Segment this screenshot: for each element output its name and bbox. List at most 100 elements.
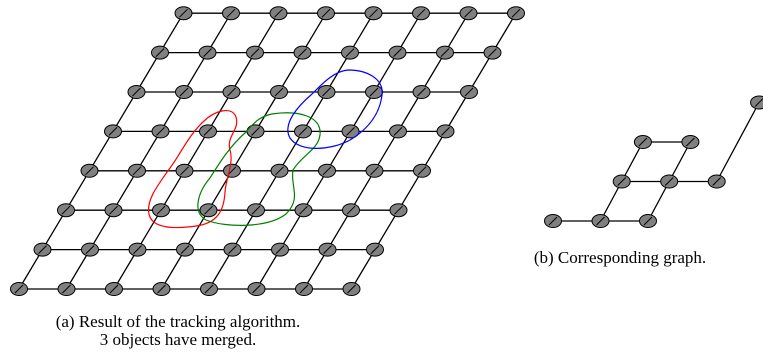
grid-node-tick	[203, 127, 213, 136]
grid-node-tick	[323, 245, 332, 254]
grid-node-tick	[252, 284, 261, 294]
grid-node-tick	[488, 48, 497, 57]
grid-node-tick	[180, 166, 189, 176]
grid-node-tick	[322, 87, 331, 97]
grid-edge	[206, 12, 232, 53]
grid-node-tick	[394, 205, 403, 215]
grid-node-tick	[369, 87, 379, 97]
grid-edge	[136, 209, 162, 250]
grid-node-tick	[511, 8, 521, 18]
grid-node-tick	[464, 8, 473, 18]
grid-edge	[397, 170, 423, 211]
graph-node-tick	[596, 216, 605, 226]
grid-edge	[349, 12, 375, 53]
grid-node-tick	[133, 245, 142, 254]
grid-node-tick	[226, 8, 236, 18]
grid-node-tick	[61, 205, 71, 215]
grid-edge	[41, 209, 67, 250]
grid-edge	[230, 52, 256, 93]
grid-edge	[444, 12, 470, 53]
grid-node-tick	[85, 245, 95, 254]
captions: (a) Result of the tracking algorithm. 3 …	[56, 248, 706, 349]
grid-node-tick	[345, 48, 355, 57]
grid-edge	[421, 131, 447, 172]
grid-node-tick	[251, 127, 260, 136]
grid-edge	[88, 131, 114, 172]
grid-nodes	[10, 6, 525, 296]
grid-node-tick	[155, 48, 165, 57]
graph-edge	[716, 102, 760, 182]
grid-edge	[65, 170, 91, 211]
grid-node-tick	[370, 245, 380, 254]
grid-node-tick	[369, 8, 378, 18]
grid-node-tick	[228, 245, 237, 254]
grid-node-tick	[157, 284, 166, 294]
grid-node-tick	[346, 127, 355, 136]
caption-a-line1: (a) Result of the tracking algorithm.	[56, 312, 301, 331]
caption-a-line2: 3 objects have merged.	[100, 330, 256, 349]
grid-edge	[350, 170, 376, 211]
grid-edge	[444, 91, 470, 132]
grid-node-tick	[321, 8, 331, 18]
grid-node-tick	[299, 205, 308, 215]
grid-edge	[136, 131, 162, 172]
grid-node-tick	[109, 205, 118, 215]
grid-node-tick	[440, 48, 450, 57]
grid-edge	[231, 209, 257, 250]
grid-edge	[468, 52, 494, 93]
grid-edge	[278, 52, 304, 93]
grid-edge	[278, 131, 304, 172]
grid-edge	[160, 249, 186, 290]
grid-edge	[255, 249, 281, 290]
graph-edge	[668, 141, 691, 182]
grid-edge	[112, 91, 138, 132]
grid-edge	[183, 131, 209, 172]
grid-node-tick	[464, 87, 474, 97]
grid-node-tick	[204, 205, 213, 215]
grid-node-tick	[347, 284, 356, 294]
grid-node-tick	[156, 127, 165, 136]
grid-edge	[112, 170, 138, 211]
graph-node-tick	[643, 216, 653, 226]
grid-edge	[350, 249, 376, 290]
grid-node-tick	[393, 127, 403, 136]
grid-node-tick	[108, 127, 118, 136]
grid-node-tick	[204, 284, 214, 294]
graph-node-tick	[638, 137, 648, 147]
graph-node	[750, 95, 763, 110]
grid-node-tick	[298, 48, 307, 57]
caption-b: (b) Corresponding graph.	[534, 248, 706, 267]
grid-node-tick	[132, 166, 142, 176]
grid-edge	[301, 12, 327, 53]
panel-a-tracking-grid	[10, 6, 525, 296]
grid-edge	[113, 249, 139, 290]
grid-node-tick	[370, 166, 379, 176]
grid-edge	[373, 52, 399, 93]
grid-node-tick	[250, 48, 260, 57]
grid-edge	[254, 91, 280, 132]
grid-node-tick	[203, 48, 212, 57]
grid-node-tick	[417, 166, 427, 176]
grid-edge	[231, 131, 257, 172]
grid-node-tick	[156, 205, 166, 215]
grid-edge	[254, 12, 280, 53]
grid-node-tick	[14, 284, 24, 294]
grid-node-tick	[275, 166, 284, 176]
grid-edge	[302, 170, 328, 211]
grid-node-tick	[227, 166, 237, 176]
grid-edge	[184, 209, 210, 250]
grid-edge	[159, 91, 185, 132]
graph-edge	[647, 181, 670, 222]
grid-node-tick	[299, 284, 309, 294]
grid-node-tick	[132, 87, 141, 97]
red-object-contour	[147, 109, 238, 229]
panel-b-corresponding-graph	[544, 95, 763, 228]
grid-edge	[89, 209, 115, 250]
grid-node-tick	[109, 284, 119, 294]
grid-node-tick	[180, 245, 190, 254]
graph-node-tick	[686, 137, 695, 147]
grid-edge	[208, 249, 234, 290]
grid-edge	[373, 131, 399, 172]
grid-node-tick	[417, 87, 426, 97]
